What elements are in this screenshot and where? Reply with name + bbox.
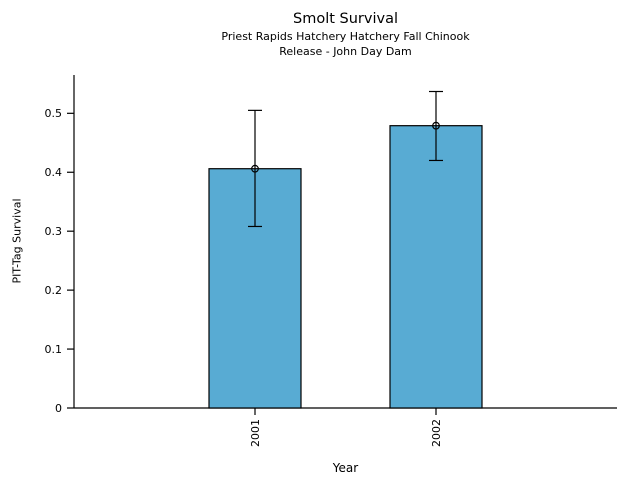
y-tick-label: 0.4 [45, 166, 63, 179]
y-tick-label: 0.2 [45, 284, 63, 297]
point-marker [251, 164, 259, 173]
x-tick-label: 2002 [430, 419, 443, 447]
y-tick-label: 0.3 [45, 225, 63, 238]
chart-title: Smolt Survival [293, 11, 398, 27]
y-tick-label: 0.1 [45, 343, 63, 356]
chart-subtitle-line-1: Priest Rapids Hatchery Hatchery Fall Chi… [221, 30, 470, 43]
bar-2002 [389, 125, 483, 409]
y-tick-label: 0 [55, 402, 62, 415]
y-tick-label: 0.5 [45, 107, 63, 120]
point-marker [432, 121, 440, 130]
chart-subtitle-line-2: Release - John Day Dam [279, 45, 412, 58]
x-axis-title: Year [332, 461, 359, 475]
x-tick-label: 2001 [249, 419, 262, 447]
title-block: Smolt Survival Priest Rapids Hatchery Ha… [74, 10, 617, 59]
